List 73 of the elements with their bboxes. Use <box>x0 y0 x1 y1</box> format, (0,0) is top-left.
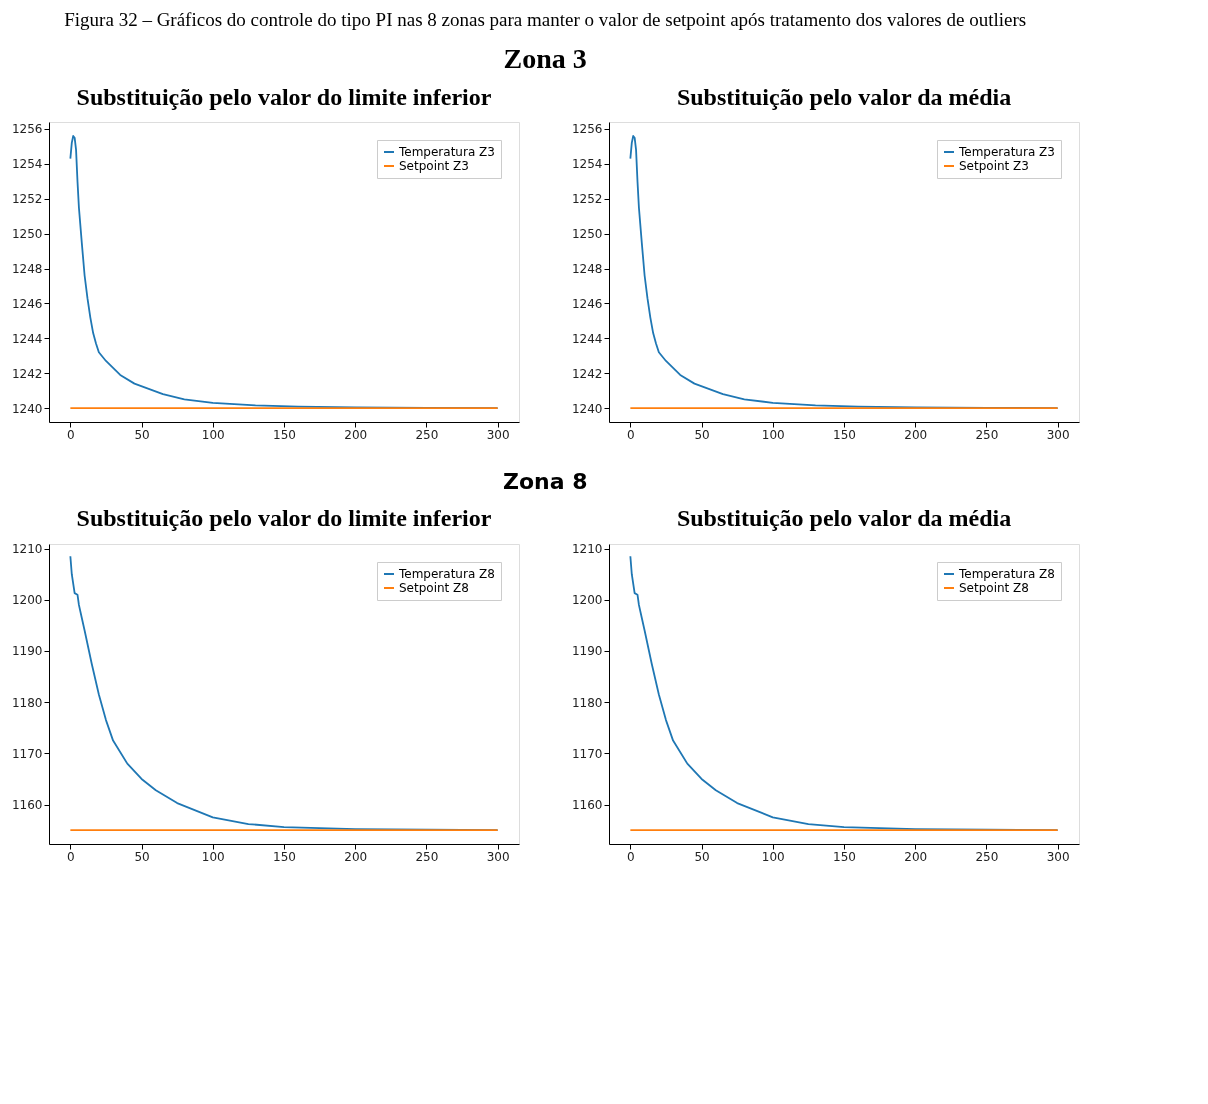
legend-label: Setpoint Z8 <box>399 581 469 595</box>
x-tick-label: 200 <box>904 849 928 864</box>
legend-label: Temperatura Z8 <box>398 567 495 581</box>
y-tick-label: 1244 <box>571 331 603 346</box>
x-tick-label: 100 <box>761 849 785 864</box>
legend-label: Setpoint Z8 <box>959 581 1029 595</box>
chart-title: Substituição pelo valor da média <box>676 504 1012 531</box>
x-tick-label: 250 <box>415 427 439 442</box>
chart-subtitle: Zona 3 <box>503 42 587 74</box>
y-tick-label: 1160 <box>11 798 43 813</box>
legend-label: Temperatura Z3 <box>398 145 495 159</box>
x-tick-label: 50 <box>694 849 710 864</box>
legend-label: Temperatura Z8 <box>958 567 1055 581</box>
x-tick-label: 100 <box>201 427 225 442</box>
x-tick-label: 300 <box>1046 427 1070 442</box>
y-tick-label: 1242 <box>11 366 43 381</box>
y-tick-label: 1252 <box>571 192 603 207</box>
x-tick-label: 0 <box>627 427 635 442</box>
y-tick-label: 1190 <box>11 644 43 659</box>
y-tick-label: 1210 <box>11 542 43 557</box>
y-tick-label: 1246 <box>571 296 603 311</box>
y-tick-label: 1254 <box>11 157 43 172</box>
x-tick-label: 300 <box>486 427 510 442</box>
y-tick-label: 1180 <box>11 695 43 710</box>
x-tick-label: 250 <box>975 427 999 442</box>
x-tick-label: 0 <box>67 427 75 442</box>
y-tick-label: 1250 <box>11 227 43 242</box>
y-tick-label: 1248 <box>571 262 603 277</box>
x-tick-label: 100 <box>201 849 225 864</box>
chart-title: Substituição pelo valor do limite inferior <box>76 504 492 531</box>
legend-label: Temperatura Z3 <box>958 145 1055 159</box>
y-tick-label: 1170 <box>571 746 603 761</box>
x-tick-label: 200 <box>344 427 368 442</box>
x-tick-label: 250 <box>975 849 999 864</box>
text: Figura 32 – Gráficos do controle do tipo PI nas 8 zonas para manter o valor de setpoint após tratamento dos valores de outliers <box>64 8 1027 30</box>
y-tick-label: 1246 <box>11 296 43 311</box>
legend-label: Setpoint Z3 <box>959 159 1029 173</box>
x-tick-label: 100 <box>761 427 785 442</box>
x-tick-label: 0 <box>67 849 75 864</box>
x-tick-label: 300 <box>486 849 510 864</box>
chart-title: Substituição pelo valor da média <box>676 84 1012 110</box>
y-tick-label: 1210 <box>571 542 603 557</box>
y-tick-label: 1160 <box>571 798 603 813</box>
y-tick-label: 1200 <box>571 593 603 608</box>
x-tick-label: 200 <box>344 849 368 864</box>
x-tick-label: 300 <box>1046 849 1070 864</box>
chart-title: Substituição pelo valor do limite inferior <box>76 84 492 110</box>
y-tick-label: 1240 <box>571 401 603 416</box>
y-tick-label: 1240 <box>11 401 43 416</box>
x-tick-label: 150 <box>833 427 856 442</box>
x-tick-label: 0 <box>627 849 635 864</box>
y-tick-label: 1200 <box>11 593 43 608</box>
y-tick-label: 1254 <box>571 157 603 172</box>
x-tick-label: 50 <box>694 427 710 442</box>
x-tick-label: 200 <box>904 427 928 442</box>
x-tick-label: 150 <box>833 849 856 864</box>
x-tick-label: 50 <box>134 427 150 442</box>
x-tick-label: 250 <box>415 849 439 864</box>
y-tick-label: 1248 <box>11 262 43 277</box>
y-tick-label: 1256 <box>11 122 43 137</box>
x-tick-label: 150 <box>273 849 296 864</box>
y-tick-label: 1190 <box>571 644 603 659</box>
y-tick-label: 1252 <box>11 192 43 207</box>
legend-label: Setpoint Z3 <box>399 159 469 173</box>
y-tick-label: 1242 <box>571 366 603 381</box>
x-tick-label: 50 <box>134 849 150 864</box>
y-tick-label: 1170 <box>11 746 43 761</box>
y-tick-label: 1244 <box>11 331 43 346</box>
y-tick-label: 1256 <box>571 122 603 137</box>
y-tick-label: 1180 <box>571 695 603 710</box>
y-tick-label: 1250 <box>571 227 603 242</box>
chart-subtitle: Zona 8 <box>502 469 588 495</box>
x-tick-label: 150 <box>273 427 296 442</box>
